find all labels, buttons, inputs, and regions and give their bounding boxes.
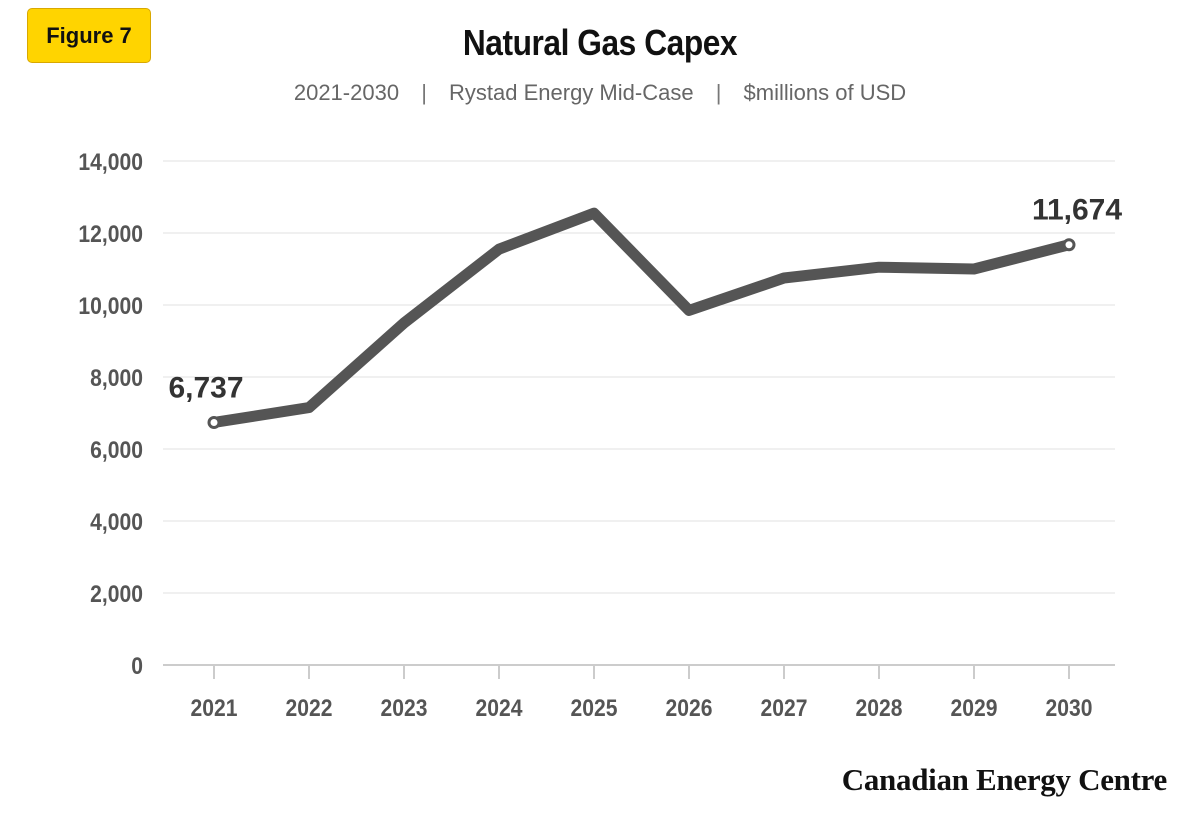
y-tick-label: 10,000 (78, 293, 143, 320)
y-tick-label: 2,000 (90, 581, 143, 608)
series-line (208, 207, 1075, 428)
x-tick-label: 2025 (571, 695, 618, 722)
subtitle-period: 2021-2030 (293, 80, 400, 105)
data-label: 6,737 (168, 371, 243, 404)
chart-subtitle: 2021-2030 | Rystad Energy Mid-Case | $mi… (0, 80, 1200, 106)
data-label: 11,674 (1032, 194, 1122, 227)
y-tick-label: 6,000 (90, 437, 143, 464)
series-layer (208, 207, 1075, 428)
x-tick-label: 2027 (761, 695, 808, 722)
x-tick-label: 2023 (381, 695, 428, 722)
y-tick-label: 0 (131, 653, 143, 680)
x-tick-label: 2021 (191, 695, 238, 722)
x-tick-label: 2028 (856, 695, 903, 722)
x-axis: 2021 2022 2023 2024 2025 2026 2027 2028 2029 2030 (163, 664, 1115, 722)
chart-title: Natural Gas Capex (462, 22, 738, 63)
figure-badge: Figure 7 (27, 8, 151, 63)
y-tick-label: 4,000 (90, 509, 143, 536)
data-point-marker (207, 415, 221, 429)
y-tick-label: 14,000 (78, 149, 143, 176)
x-tick-label: 2029 (951, 695, 998, 722)
x-tick-label: 2022 (286, 695, 333, 722)
subtitle-separator: | (421, 80, 427, 105)
data-point-marker (1062, 238, 1076, 252)
y-tick-label: 12,000 (78, 221, 143, 248)
gridlines (163, 160, 1115, 594)
subtitle-unit: $millions of USD (743, 80, 907, 105)
subtitle-source: Rystad Energy Mid-Case (449, 80, 694, 105)
subtitle-separator: | (715, 80, 722, 105)
x-tick-label: 2030 (1046, 695, 1093, 722)
x-tick-label: 2024 (476, 695, 523, 722)
annotations: 6,737 11,674 (168, 194, 1122, 429)
brand-logo-text: Canadian Energy Centre (841, 762, 1168, 797)
y-axis: 0 2,000 4,000 6,000 8,000 10,000 12,000 14,000 (78, 149, 143, 680)
y-tick-label: 8,000 (90, 365, 143, 392)
x-tick-label: 2026 (666, 695, 713, 722)
